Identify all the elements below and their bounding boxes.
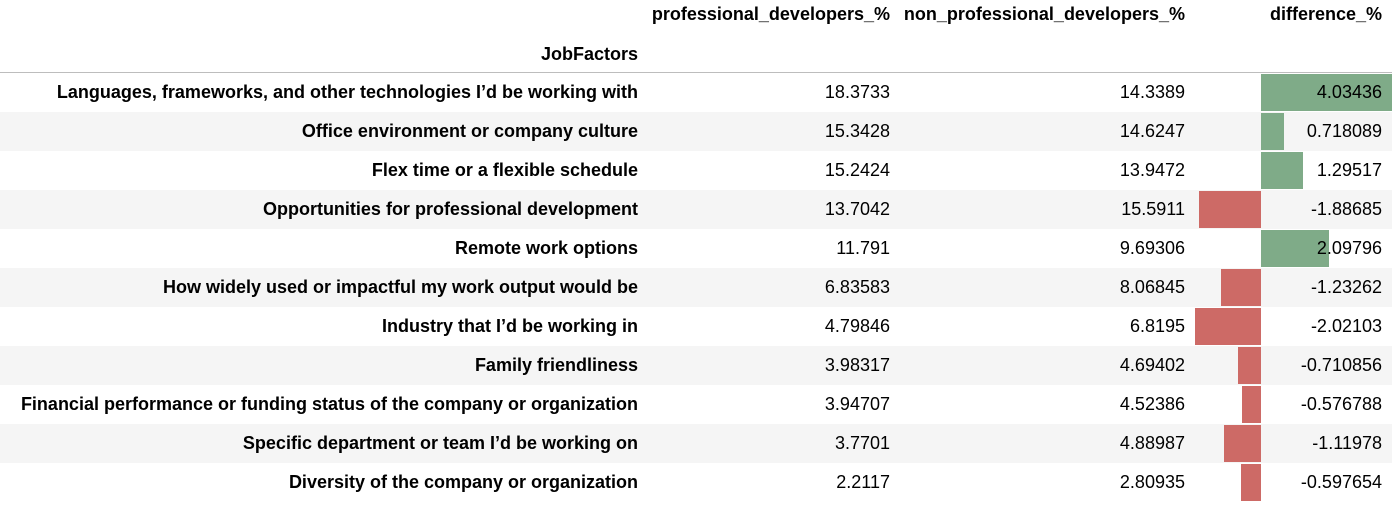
difference-value: -1.11978	[1312, 432, 1382, 453]
table-row: How widely used or impactful my work out…	[0, 267, 1392, 307]
column-header-non-professional: non_professional_developers_%	[903, 4, 1185, 24]
row-label: Languages, frameworks, and other technol…	[56, 81, 638, 102]
blank-header-cell	[1195, 37, 1392, 73]
table-row: Financial performance or funding status …	[0, 384, 1392, 424]
difference-value: 2.09796	[1316, 237, 1382, 258]
non-professional-value-cell: 8.06845	[1119, 276, 1185, 297]
professional-value-cell: 11.791	[836, 237, 890, 258]
table-row: Industry that I’d be working in 4.79846 6.…	[0, 306, 1392, 346]
professional-value-cell: 3.94707	[824, 393, 890, 414]
difference-value: -1.88685	[1310, 198, 1382, 219]
row-label: Remote work options	[454, 237, 638, 258]
positive-difference-bar	[1260, 151, 1303, 189]
column-header-professional: professional_developers_%	[651, 4, 890, 24]
table-row: Diversity of the company or organization…	[0, 462, 1392, 502]
table-row: Languages, frameworks, and other technol…	[0, 72, 1392, 112]
difference-value-cell: -1.11978	[1195, 424, 1392, 463]
difference-value-cell: -0.710856	[1195, 346, 1392, 385]
negative-difference-bar	[1220, 268, 1261, 306]
non-professional-value-cell: 15.5911	[1121, 198, 1185, 219]
blank-header-cell	[648, 37, 900, 73]
difference-value: 0.718089	[1306, 120, 1382, 141]
non-professional-value-cell: 4.88987	[1119, 432, 1185, 453]
difference-value: -0.710856	[1300, 354, 1382, 375]
difference-value-cell: 2.09796	[1195, 229, 1392, 268]
difference-value: 1.29517	[1316, 159, 1382, 180]
positive-difference-bar	[1260, 74, 1392, 111]
row-label: Opportunities for professional developme…	[262, 198, 638, 219]
professional-value-cell: 3.7701	[834, 432, 890, 453]
table-row: Opportunities for professional developme…	[0, 189, 1392, 229]
difference-value-cell: 1.29517	[1195, 151, 1392, 190]
difference-value-cell: -1.23262	[1195, 268, 1392, 307]
row-label: Specific department or team I’d be worki…	[242, 432, 638, 453]
difference-value: -2.02103	[1310, 315, 1382, 336]
negative-difference-bar	[1224, 424, 1261, 462]
row-label: Financial performance or funding status …	[20, 393, 638, 414]
difference-value-cell: -0.576788	[1195, 385, 1392, 424]
column-header-difference: difference_%	[1269, 4, 1382, 24]
professional-value-cell: 4.79846	[824, 315, 890, 336]
difference-value: -0.576788	[1300, 393, 1382, 414]
difference-value-cell: 4.03436	[1195, 73, 1392, 112]
non-professional-value-cell: 14.6247	[1119, 120, 1185, 141]
non-professional-value-cell: 4.52386	[1119, 393, 1185, 414]
column-header-row: professional_developers_% non_profession…	[0, 0, 1392, 37]
non-professional-value-cell: 9.69306	[1119, 237, 1185, 258]
positive-difference-bar	[1260, 112, 1285, 150]
row-label: How widely used or impactful my work out…	[162, 276, 638, 297]
negative-difference-bar	[1241, 385, 1261, 423]
professional-value-cell: 13.7042	[824, 198, 890, 219]
difference-value-cell: -1.88685	[1195, 190, 1392, 229]
non-professional-value-cell: 6.8195	[1129, 315, 1185, 336]
table-row: Specific department or team I’d be worki…	[0, 423, 1392, 463]
blank-header-cell	[900, 37, 1195, 73]
negative-difference-bar	[1241, 463, 1261, 501]
difference-value: 4.03436	[1316, 81, 1382, 102]
non-professional-value-cell: 13.9472	[1119, 159, 1185, 180]
professional-value-cell: 2.2117	[836, 471, 890, 492]
difference-value-cell: 0.718089	[1195, 112, 1392, 151]
professional-value-cell: 18.3733	[824, 81, 890, 102]
table-row: Flex time or a flexible schedule 15.2424 1…	[0, 150, 1392, 190]
difference-value: -1.23262	[1310, 276, 1382, 297]
blank-header-cell	[0, 0, 648, 37]
table-row: Family friendliness 3.98317 4.69402 -0.7108…	[0, 345, 1392, 385]
index-name-header: JobFactors	[0, 37, 648, 73]
professional-value-cell: 15.2424	[824, 159, 890, 180]
non-professional-value-cell: 2.80935	[1119, 471, 1185, 492]
table-row: Office environment or company culture 15.…	[0, 111, 1392, 151]
table-row: Remote work options 11.791 9.69306 2.09796	[0, 228, 1392, 268]
negative-difference-bar	[1195, 307, 1261, 345]
negative-difference-bar	[1237, 346, 1261, 384]
negative-difference-bar	[1199, 190, 1261, 228]
difference-value: -0.597654	[1300, 471, 1382, 492]
non-professional-value-cell: 4.69402	[1119, 354, 1185, 375]
row-label: Office environment or company culture	[301, 120, 638, 141]
row-label: Family friendliness	[474, 354, 638, 375]
row-label: Industry that I’d be working in	[381, 315, 638, 336]
row-label: Flex time or a flexible schedule	[371, 159, 638, 180]
difference-value-cell: -2.02103	[1195, 307, 1392, 346]
index-name-row: JobFactors	[0, 37, 1392, 73]
difference-value-cell: -0.597654	[1195, 463, 1392, 502]
row-label: Diversity of the company or organization	[288, 471, 638, 492]
positive-difference-bar	[1260, 229, 1329, 267]
professional-value-cell: 15.3428	[824, 120, 890, 141]
professional-value-cell: 6.83583	[824, 276, 890, 297]
non-professional-value-cell: 14.3389	[1119, 81, 1185, 102]
professional-value-cell: 3.98317	[824, 354, 890, 375]
table-body: Languages, frameworks, and other technol…	[0, 72, 1392, 502]
